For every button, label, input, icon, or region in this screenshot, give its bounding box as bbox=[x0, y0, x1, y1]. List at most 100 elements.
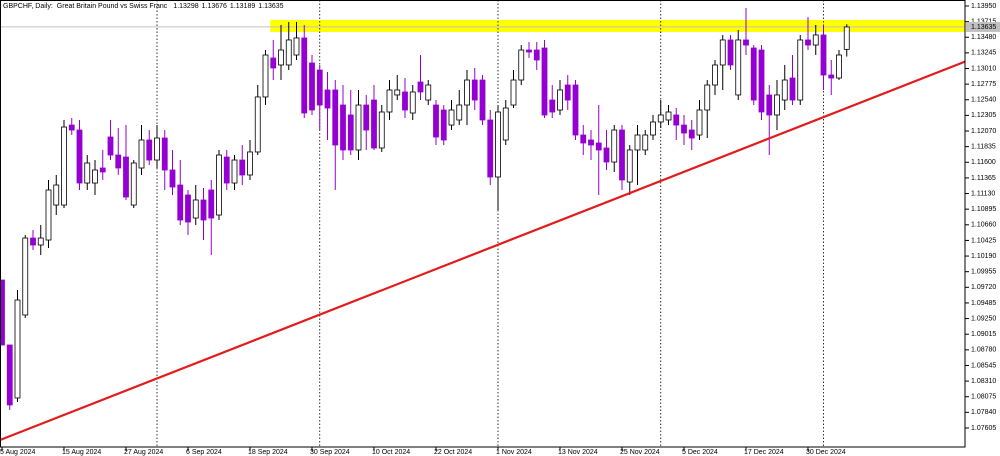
header-high: 1.13676 bbox=[202, 3, 227, 10]
candle-body bbox=[30, 237, 36, 246]
candle-body bbox=[479, 79, 486, 121]
y-tick-label: 1.13950 bbox=[971, 3, 996, 10]
candle-body bbox=[735, 39, 742, 96]
candle-body bbox=[688, 129, 695, 139]
y-tick-label: 1.13010 bbox=[971, 65, 996, 72]
candle-body bbox=[820, 34, 827, 76]
candle-body bbox=[262, 54, 269, 98]
candle-body bbox=[650, 121, 656, 136]
candle-body bbox=[0, 279, 5, 346]
candle-body bbox=[805, 39, 811, 46]
candle-body bbox=[216, 154, 222, 216]
candle-body bbox=[130, 162, 137, 206]
y-tick-label: 1.11835 bbox=[971, 143, 996, 150]
candle-body bbox=[270, 57, 277, 69]
candle-body bbox=[123, 156, 129, 198]
candle-body bbox=[154, 137, 160, 161]
candle-body bbox=[603, 147, 610, 163]
candle-body bbox=[161, 137, 168, 171]
candle-body bbox=[719, 39, 726, 66]
trendline bbox=[0, 60, 966, 442]
candle-body bbox=[115, 154, 122, 169]
candle-body bbox=[200, 199, 207, 221]
candle-body bbox=[293, 37, 300, 56]
current-price-label: 1.13635 bbox=[971, 24, 996, 31]
candle-body bbox=[355, 104, 362, 151]
header-close: 1.13635 bbox=[258, 3, 283, 10]
y-tick-label: 1.09955 bbox=[971, 269, 996, 276]
y-tick-label: 1.12540 bbox=[971, 97, 996, 104]
x-tick-label: 1 Nov 2024 bbox=[496, 449, 532, 456]
candle-body bbox=[712, 64, 718, 86]
candle-body bbox=[68, 124, 75, 131]
x-tick-label: 27 Aug 2024 bbox=[124, 449, 163, 456]
candle-body bbox=[619, 129, 625, 181]
candle-body bbox=[386, 89, 393, 113]
candle-body bbox=[185, 194, 191, 223]
candle-body bbox=[84, 162, 91, 184]
candle-body bbox=[665, 111, 672, 121]
candle-body bbox=[588, 139, 594, 146]
y-tick-label: 1.08545 bbox=[971, 362, 996, 369]
header-open: 1.13298 bbox=[173, 3, 198, 10]
candle-body bbox=[789, 77, 796, 101]
candle-body bbox=[138, 139, 145, 169]
candle-body bbox=[146, 139, 153, 161]
x-tick-label: 5 Dec 2024 bbox=[682, 449, 718, 456]
y-tick-label: 1.11600 bbox=[971, 159, 996, 166]
candle-body bbox=[347, 114, 354, 151]
candle-body bbox=[208, 189, 215, 219]
candle-body bbox=[14, 299, 21, 399]
candle-body bbox=[518, 49, 525, 81]
candle-body bbox=[301, 37, 308, 114]
candle-body bbox=[681, 124, 687, 134]
candle-body bbox=[76, 129, 83, 184]
symbol: GBPCHF, Daily: bbox=[3, 3, 53, 10]
candle-body bbox=[340, 104, 346, 151]
candle-body bbox=[278, 49, 284, 66]
y-tick-label: 1.13245 bbox=[971, 50, 996, 57]
candle-body bbox=[363, 104, 370, 131]
candle-body bbox=[402, 91, 408, 111]
candle-body bbox=[440, 109, 447, 141]
y-tick-label: 1.08075 bbox=[971, 394, 996, 401]
candle-body bbox=[192, 199, 199, 219]
candle-body bbox=[526, 49, 532, 53]
y-tick-label: 1.09485 bbox=[971, 300, 996, 307]
candle-body bbox=[425, 84, 432, 101]
candle-body bbox=[557, 89, 563, 111]
candle-body bbox=[324, 89, 331, 109]
candle-body bbox=[549, 99, 556, 113]
candle-body bbox=[107, 136, 114, 156]
y-tick-label: 1.10425 bbox=[971, 237, 996, 244]
x-tick-label: 15 Aug 2024 bbox=[62, 449, 101, 456]
candle-body bbox=[836, 54, 842, 79]
candle-body bbox=[99, 167, 106, 173]
candle-body bbox=[564, 84, 571, 101]
candle-body bbox=[541, 47, 548, 116]
candle-body bbox=[285, 39, 292, 66]
y-tick-label: 1.12070 bbox=[971, 128, 996, 135]
x-tick-label: 10 Oct 2024 bbox=[372, 449, 410, 456]
y-tick-label: 1.09250 bbox=[971, 315, 996, 322]
y-tick-label: 1.11130 bbox=[971, 190, 995, 197]
candle-body bbox=[247, 151, 253, 176]
y-tick-label: 1.10190 bbox=[971, 253, 996, 260]
candle-body bbox=[22, 237, 29, 316]
candle-body bbox=[61, 126, 67, 206]
candle-body bbox=[642, 134, 649, 151]
y-tick-label: 1.10895 bbox=[971, 206, 996, 213]
description: Great Britain Pound vs Swiss Franc bbox=[57, 3, 168, 10]
candle-body bbox=[45, 189, 52, 241]
candle-body bbox=[309, 62, 315, 111]
candle-body bbox=[634, 134, 641, 151]
candle-body bbox=[254, 96, 261, 153]
header-low: 1.13189 bbox=[230, 3, 255, 10]
candle-body bbox=[766, 94, 773, 116]
candle-body bbox=[673, 114, 680, 126]
y-tick-label: 1.07605 bbox=[971, 425, 996, 432]
candle-body bbox=[332, 89, 339, 146]
y-tick-label: 1.10660 bbox=[971, 222, 996, 229]
candle-body bbox=[231, 159, 238, 184]
